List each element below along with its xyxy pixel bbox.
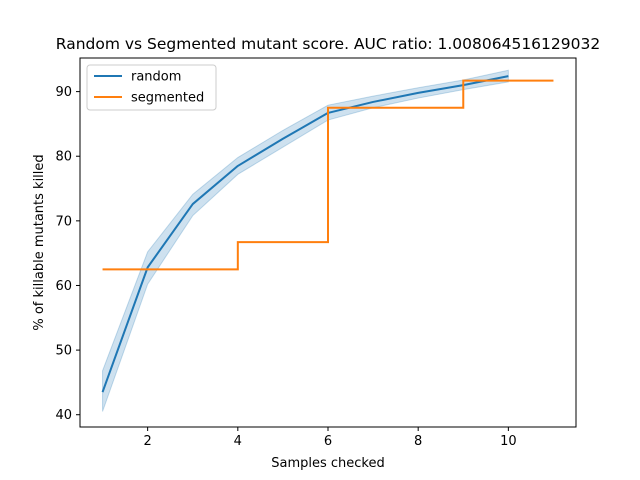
series-layer bbox=[101, 69, 554, 412]
y-tick-label: 50 bbox=[55, 344, 72, 359]
y-tick-label: 40 bbox=[55, 408, 72, 423]
x-tick-label: 2 bbox=[143, 434, 151, 449]
y-tick-label: 70 bbox=[55, 214, 72, 229]
legend-label-segmented: segmented bbox=[131, 91, 204, 106]
y-tick-label: 80 bbox=[55, 150, 72, 165]
y-axis-ticks: 40 50 60 70 80 90 bbox=[55, 85, 80, 423]
x-axis-label: Samples checked bbox=[271, 456, 385, 471]
x-tick-label: 8 bbox=[414, 434, 422, 449]
legend: random segmented bbox=[86, 64, 217, 111]
y-tick-label: 90 bbox=[55, 85, 72, 100]
x-tick-label: 10 bbox=[500, 434, 517, 449]
x-tick-label: 6 bbox=[324, 434, 332, 449]
plot-area bbox=[79, 57, 577, 428]
series-segmented-line bbox=[102, 79, 554, 271]
y-axis-label: % of killable mutants killed bbox=[32, 154, 47, 330]
chart-title: Random vs Segmented mutant score. AUC ra… bbox=[56, 35, 600, 53]
series-random-line bbox=[101, 75, 509, 393]
series-random-band bbox=[102, 69, 509, 412]
x-axis-ticks: 2 4 6 8 10 bbox=[143, 427, 517, 449]
legend-label-random: random bbox=[131, 70, 181, 85]
y-tick-label: 60 bbox=[55, 279, 72, 294]
x-tick-label: 4 bbox=[234, 434, 242, 449]
